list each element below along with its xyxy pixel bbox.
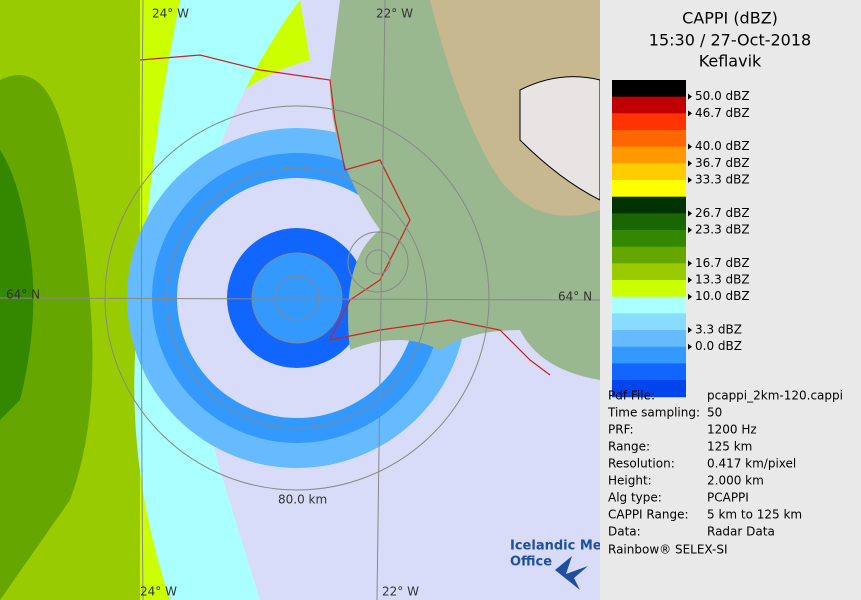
info-value: PCAPPI (707, 491, 749, 505)
logo-text: Office (510, 555, 552, 570)
title: CAPPI (dBZ) (682, 9, 778, 28)
info-label: PRF: (608, 423, 634, 437)
info-label: Range: (608, 440, 650, 454)
map-label: 24° W (152, 7, 189, 21)
info: Pdf File: pcappi_2km-120.cappi Time sampli… (607, 389, 843, 557)
map: 24° W 22° W 64° N 64° N 80.0 km 24° W 22° W Ic… (0, 0, 608, 600)
info-value: Radar Data (707, 525, 775, 539)
legend-swatch (612, 263, 686, 281)
legend-label: 36.7 dBZ (695, 156, 750, 170)
legend-swatch (612, 96, 686, 114)
info-value: 1200 Hz (707, 423, 757, 437)
info-label: CAPPI Range: (608, 508, 689, 522)
info-value: 0.417 km/pixel (707, 457, 796, 471)
legend-swatch (612, 213, 686, 231)
info-value: pcappi_2km-120.cappi (707, 389, 843, 403)
info-value: 125 km (707, 440, 752, 454)
legend-label: 50.0 dBZ (695, 89, 750, 103)
legend-label: 23.3 dBZ (695, 223, 750, 237)
legend-tick (688, 160, 692, 167)
map-label: 64° N (558, 290, 592, 304)
map-label: 22° W (382, 585, 419, 599)
info-label: Time sampling: (607, 406, 700, 420)
legend-label: 33.3 dBZ (695, 173, 750, 187)
legend-tick (688, 260, 692, 267)
legend-swatch (612, 130, 686, 148)
legend-swatch (612, 180, 686, 198)
logo-text: Icelandic Met (510, 539, 608, 554)
legend-tick (688, 93, 692, 100)
legend-swatch (612, 230, 686, 248)
legend-swatch (612, 380, 686, 398)
info-label: Data: (608, 525, 641, 539)
legend-tick (688, 277, 692, 284)
station: Keflavik (699, 52, 762, 71)
info-value: 2.000 km (707, 474, 764, 488)
legend-swatch (612, 246, 686, 264)
legend-swatch (612, 330, 686, 348)
credit: Rainbow® SELEX-SI (608, 543, 728, 557)
map-label: 24° W (140, 585, 177, 599)
legend-tick (688, 327, 692, 334)
legend-tick (688, 110, 692, 117)
legend-label: 16.7 dBZ (695, 256, 750, 270)
map-label: 64° N (6, 288, 40, 302)
legend-label: 10.0 dBZ (695, 289, 750, 303)
legend-swatch (612, 113, 686, 131)
legend-tick (688, 293, 692, 300)
legend-label: 0.0 dBZ (695, 339, 742, 353)
legend-tick (688, 210, 692, 217)
legend-label: 26.7 dBZ (695, 206, 750, 220)
legend-tick (688, 177, 692, 184)
legend-swatch (612, 313, 686, 331)
legend-label: 46.7 dBZ (695, 106, 750, 120)
info-label: Pdf File: (608, 389, 655, 403)
legend-tick (688, 227, 692, 234)
info-value: 5 km to 125 km (707, 508, 802, 522)
logo: Icelandic Met Office (510, 539, 608, 590)
legend-swatch (612, 196, 686, 214)
legend-swatch (612, 146, 686, 164)
legend-swatch (612, 280, 686, 298)
map-label: 80.0 km (278, 493, 327, 507)
legend-swatch (612, 80, 686, 98)
legend: 50.0 dBZ 46.7 dBZ 40.0 dBZ 36.7 dBZ 33.3 dBZ… (612, 80, 750, 398)
legend-swatch (612, 163, 686, 181)
legend-tick (688, 343, 692, 350)
legend-swatch (612, 296, 686, 314)
legend-label: 3.3 dBZ (695, 323, 742, 337)
legend-label: 40.0 dBZ (695, 139, 750, 153)
info-label: Height: (608, 474, 652, 488)
time: 15:30 / 27-Oct-2018 (649, 31, 811, 50)
info-value: 50 (707, 406, 722, 420)
info-label: Alg type: (608, 491, 662, 505)
map-label: 22° W (376, 7, 413, 21)
legend-swatch (612, 363, 686, 381)
legend-tick (688, 143, 692, 150)
legend-swatch (612, 346, 686, 364)
legend-label: 13.3 dBZ (695, 273, 750, 287)
info-label: Resolution: (608, 457, 675, 471)
